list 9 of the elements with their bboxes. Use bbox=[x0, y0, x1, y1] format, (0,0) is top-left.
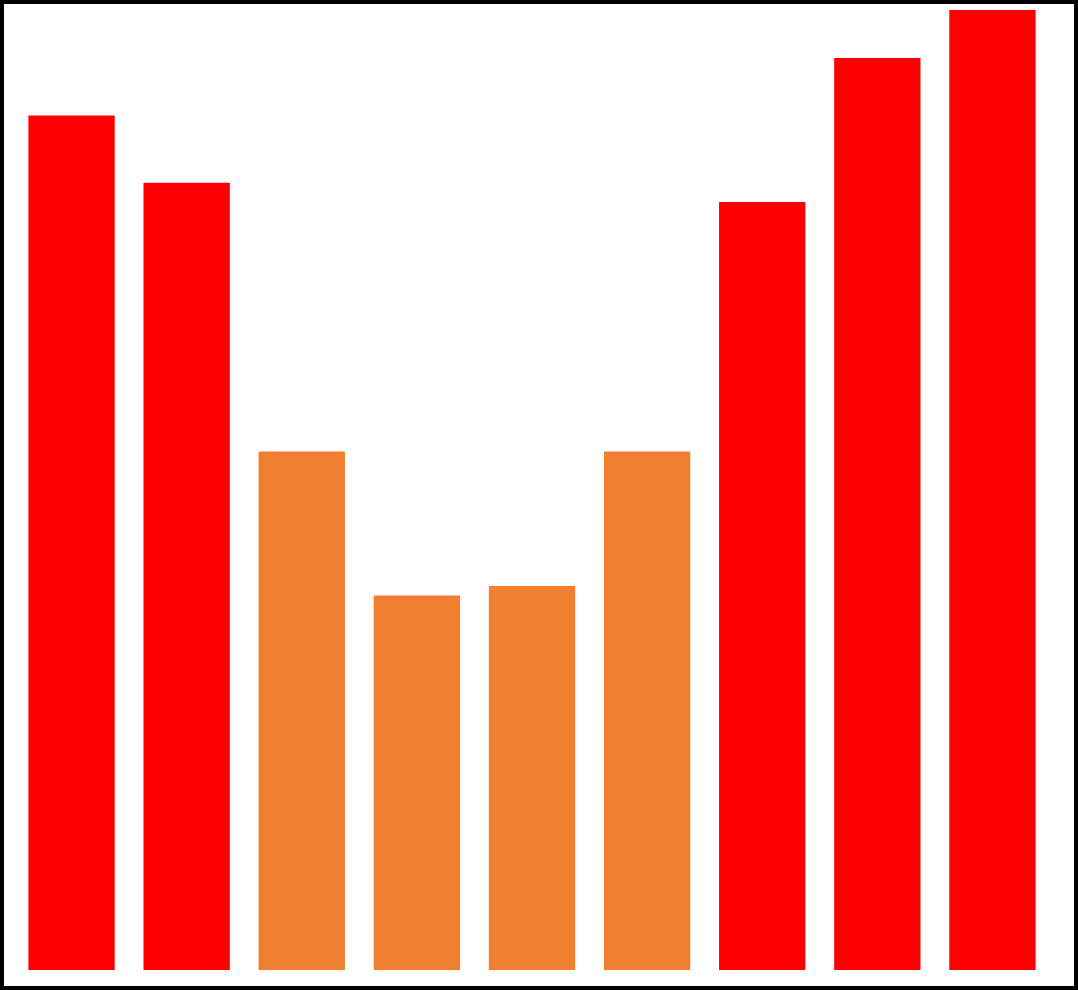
bar bbox=[258, 451, 345, 970]
bar bbox=[373, 595, 461, 970]
bar bbox=[719, 202, 806, 970]
bar bbox=[143, 182, 230, 970]
bar bbox=[949, 10, 1036, 970]
bar bbox=[28, 115, 115, 970]
bar bbox=[603, 451, 691, 970]
bar bbox=[834, 58, 921, 970]
bar bbox=[488, 586, 576, 970]
